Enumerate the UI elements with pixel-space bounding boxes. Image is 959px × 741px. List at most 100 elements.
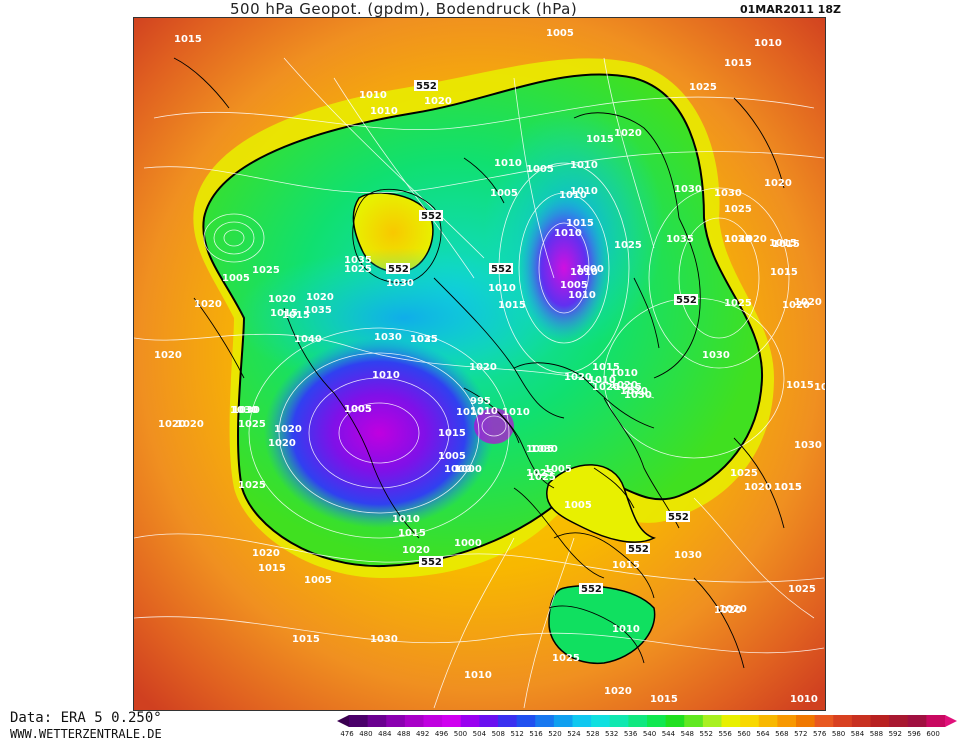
pressure-label-90: 1020 [719, 604, 747, 615]
colorbar-segment [721, 715, 741, 727]
pressure-label-83: 1030 [530, 444, 558, 455]
pressure-label-105: 1025 [252, 265, 280, 276]
colorbar-segment [777, 715, 797, 727]
pressure-isobars [134, 57, 825, 709]
pressure-label-31: 1015 [270, 308, 298, 319]
colorbar-tick-label: 580 [831, 730, 846, 738]
pressure-label-49: 1005 [438, 451, 466, 462]
colorbar [337, 715, 957, 727]
colorbar-tick-label: 500 [453, 730, 468, 738]
colorbar-segment [442, 715, 462, 727]
colorbar-tick-label: 540 [642, 730, 657, 738]
colorbar-tick-label: 520 [548, 730, 562, 738]
pressure-label-84: 1005 [564, 500, 592, 511]
mediterranean-low-field [548, 585, 656, 665]
pressure-label-10: 1005 [526, 164, 554, 175]
pressure-label-63: 1030 [714, 188, 742, 199]
colorbar-segment [684, 715, 704, 727]
colorbar-segment [907, 715, 927, 727]
colorbar-tick-label: 476 [340, 730, 354, 738]
pressure-label-95: 1015 [612, 560, 640, 571]
small-low [474, 408, 514, 444]
colorbar-segment [349, 715, 369, 727]
pressure-label-21: 1005 [560, 280, 588, 291]
pressure-label-46: 1015 [814, 382, 825, 393]
colorbar-segment [796, 715, 816, 727]
pressure-label-104: 1035 [724, 234, 752, 245]
pressure-label-70: 1015 [786, 380, 814, 391]
colorbar-tick-label: 552 [699, 730, 713, 738]
weather-map: 552 552 552 552 552 552 552 552 552 1015… [133, 17, 826, 711]
data-source: Data: ERA 5 0.250° [10, 710, 162, 726]
pressure-label-1: 1015 [174, 34, 202, 45]
pressure-label-58: 1000 [454, 538, 482, 549]
pressure-label-53: 1005 [526, 444, 554, 455]
pressure-label-11: 1015 [586, 134, 614, 145]
pressure-label-25: 1020 [782, 300, 810, 311]
pressure-label-24: 1025 [724, 298, 752, 309]
pressure-label-80: 1025 [528, 472, 556, 483]
pressure-label-55: 1025 [526, 468, 554, 479]
pressure-label-79: 1035 [410, 334, 438, 345]
pressure-label-2: 1005 [546, 28, 574, 39]
pressure-label-23: 1015 [772, 239, 800, 250]
colorbar-tick-label: 556 [718, 730, 732, 738]
height-label-4: 552 [676, 295, 697, 306]
colorbar-segment [386, 715, 406, 727]
colorbar-tick-label: 512 [510, 730, 524, 738]
pressure-label-75: 1025 [614, 240, 642, 251]
pressure-label-78: 1030 [374, 332, 402, 343]
pressure-label-72: 1015 [769, 238, 797, 249]
colorbar-segment [572, 715, 592, 727]
map-svg: 552 552 552 552 552 552 552 552 552 1015… [134, 18, 825, 710]
valid-time: 01MAR2011 18Z [740, 3, 841, 16]
colorbar-segments [337, 715, 957, 727]
colorbar-segment [498, 715, 518, 727]
pressure-label-111: 1020 [158, 419, 186, 430]
colorbar-tick-label: 544 [661, 730, 676, 738]
pressure-label-18: 1020 [724, 234, 752, 245]
pressure-label-82: 1020 [620, 386, 648, 397]
colorbar-tick-label: 508 [491, 730, 505, 738]
pressure-label-20: 1000 [576, 264, 604, 275]
pressure-label-64: 1030 [232, 405, 260, 416]
pressure-label-3: 1010 [754, 38, 782, 49]
pressure-label-117: 1010 [370, 106, 398, 117]
pressure-label-118: 1010 [570, 160, 598, 171]
colorbar-tick-label: 564 [756, 730, 770, 738]
pressure-label-97: 1030 [674, 550, 702, 561]
pressure-label-32: 1020 [306, 292, 334, 303]
pressure-label-69: 1010 [610, 368, 638, 379]
pressure-label-109: 1020 [564, 372, 592, 383]
colorbar-tick-label: 488 [397, 730, 411, 738]
pressure-label-103: 1030 [230, 405, 258, 416]
pressure-label-44: 1010 [588, 375, 616, 386]
pressure-label-91: 1025 [788, 584, 816, 595]
pressure-label-77: 1025 [730, 468, 758, 479]
pressure-label-88: 1030 [370, 634, 398, 645]
pressure-label-17: 1010 [554, 228, 582, 239]
website-url: WWW.WETTERZENTRALE.DE [10, 727, 162, 741]
pressure-label-76: 1020 [744, 482, 772, 493]
pressure-label-52: 1025 [238, 480, 266, 491]
pressure-label-67: 1015 [566, 218, 594, 229]
colorbar-segment [870, 715, 890, 727]
pressure-label-34: 1035 [304, 305, 332, 316]
colorbar-tick-label: 576 [812, 730, 827, 738]
pressure-label-28: 1010 [488, 283, 516, 294]
colorbar-tick-label: 560 [737, 730, 751, 738]
pressure-label-40: 1010 [372, 370, 400, 381]
colorbar-tick-label: 600 [926, 730, 940, 738]
pressure-label-22: 1025 [344, 264, 372, 275]
pressure-label-87: 1010 [464, 670, 492, 681]
pressure-label-42: 1030 [624, 390, 652, 401]
pressure-labels: 1015 1005 1010 1010 1025 1020 1015 1020 … [154, 28, 825, 705]
height-label-8: 552 [581, 584, 602, 595]
colorbar-tick-label: 548 [680, 730, 694, 738]
pressure-label-47: 995 [470, 396, 491, 407]
pressure-label-113: 1020 [610, 380, 638, 391]
pressure-label-51: 1025 [238, 419, 266, 430]
height-552-labels: 552 552 552 552 552 552 552 552 552 [386, 80, 698, 595]
pressure-label-5: 1025 [689, 82, 717, 93]
colorbar-tick-label: 528 [586, 730, 600, 738]
